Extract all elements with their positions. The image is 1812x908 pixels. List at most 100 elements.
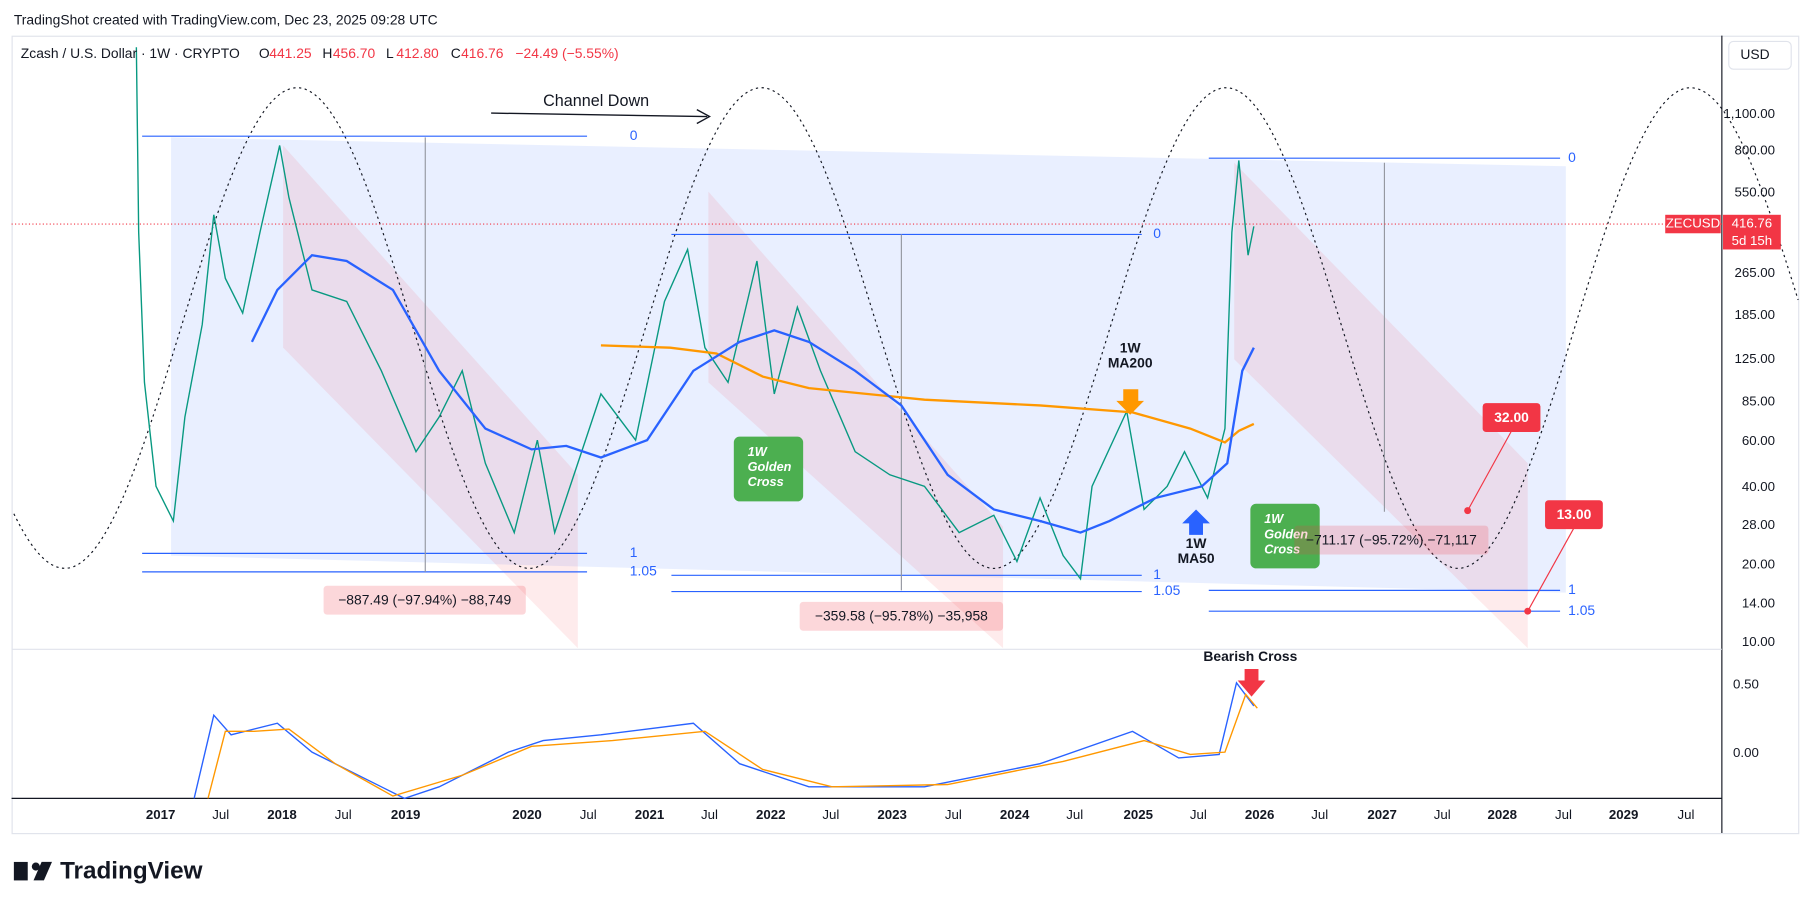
fib-label: 0 [630,127,638,143]
fib-label: 1.05 [1568,602,1595,618]
currency: USD [1740,46,1769,62]
change: −24.49 (−5.55%) [515,45,618,61]
fib-label: 0 [1568,149,1576,165]
ma200 [600,344,1255,444]
measure-label: −887.49 (−97.94%) −88,749 [338,591,511,607]
golden-cross-label: Cross [748,474,784,489]
ohlc-value: 441.25 [269,45,312,61]
price-label: 800.00 [1734,143,1775,158]
golden-cross-box [1250,503,1320,569]
time-label: 2023 [877,807,907,822]
price-label: 550.00 [1734,184,1775,199]
ma200-arrow [1116,389,1145,415]
brand: TradingView [60,858,203,885]
signal-line [207,692,1258,799]
macd-label: 0.00 [1733,745,1759,760]
golden-cross-label: 1W [748,444,768,459]
brand-logo-dot [31,862,40,871]
measure-label: −359.58 (−95.78%) −35,958 [815,608,988,624]
target-line [1467,430,1513,511]
time-label: 2025 [1124,807,1154,822]
macd-line [193,681,1255,800]
price-tag-symbol-bg [1665,214,1721,234]
target-box [1482,403,1541,433]
golden-cross-label: Golden [748,459,792,474]
price-label: 60.00 [1742,433,1775,448]
time-label: 2022 [756,807,786,822]
channel-label: Channel Down [543,92,649,110]
golden-cross-label: Cross [1264,541,1300,556]
time-label: 2021 [635,807,665,822]
fib-label: 1 [630,544,638,560]
fib-label: 0 [1153,225,1161,241]
attribution: TradingShot created with TradingView.com… [14,11,438,27]
target-label: 32.00 [1494,409,1529,425]
ma50-label: MA50 [1178,550,1215,566]
price-label: 14.00 [1742,596,1775,611]
time-label: 2027 [1367,807,1397,822]
price-label: 125.00 [1734,351,1775,366]
ohlc-value: 456.70 [333,45,376,61]
ohlc-label: L [386,45,394,61]
golden-cross-box [733,436,804,502]
currency-button [1728,40,1792,70]
bearish-arrow [1237,668,1266,697]
price [135,47,1255,581]
time-label: Jul [945,807,962,822]
bearish-cross-label: Bearish Cross [1203,648,1297,664]
price-label: 40.00 [1742,479,1775,494]
time-label: Jul [822,807,839,822]
time-label: Jul [212,807,229,822]
time-label: Jul [1678,807,1695,822]
time-label: 2029 [1609,807,1639,822]
time-label: 2020 [512,807,542,822]
measure-box [799,601,1004,631]
cycle-arc [13,87,1799,569]
fib-label: 1.05 [630,563,657,579]
bear-channel [1234,162,1528,649]
time-label: 2026 [1245,807,1275,822]
target-label: 13.00 [1557,506,1592,522]
bear-channel [708,191,1004,649]
ma200-label: 1W [1120,339,1142,355]
price-tag-bg [1723,214,1781,250]
target-box [1545,500,1603,530]
ma50-label: 1W [1186,535,1208,551]
ma50-arrow [1182,509,1210,535]
ohlc-label: C [451,45,461,61]
ohlc-value: 412.80 [396,45,439,61]
golden-cross-label: Golden [1264,526,1308,541]
measure-label: −711.17 (−95.72%) −71,117 [1306,531,1477,547]
price-label: 1,100.00 [1723,106,1775,121]
brand-logo [13,861,28,881]
macd-label: 0.50 [1733,677,1759,692]
time-label: 2018 [267,807,297,822]
golden-cross-label: 1W [1264,511,1284,526]
price-label: 85.00 [1742,394,1775,409]
channel-arrow [491,112,708,118]
target-dot [1464,507,1472,515]
price-label: 185.00 [1734,307,1775,322]
measure-box [1294,525,1489,555]
ma50 [250,253,1255,534]
price-tag-price: 416.76 [1732,216,1773,231]
price-label: 265.00 [1734,265,1775,280]
ohlc-label: H [322,45,332,61]
measure-box [323,585,526,615]
bear-channel [283,145,578,649]
ma200-label: MA200 [1108,355,1153,371]
time-label: Jul [1190,807,1207,822]
price-label: 10.00 [1742,634,1775,649]
chart-frame [11,35,1800,835]
time-label: 2017 [146,807,176,822]
price-label: 28.00 [1742,517,1775,532]
time-label: Jul [580,807,597,822]
fib-label: 1 [1153,566,1161,582]
time-label: Jul [1066,807,1083,822]
brand-logo-shape [33,861,53,881]
target-line [1527,527,1575,612]
fib-label: 1 [1568,581,1576,597]
time-label: Jul [1555,807,1572,822]
